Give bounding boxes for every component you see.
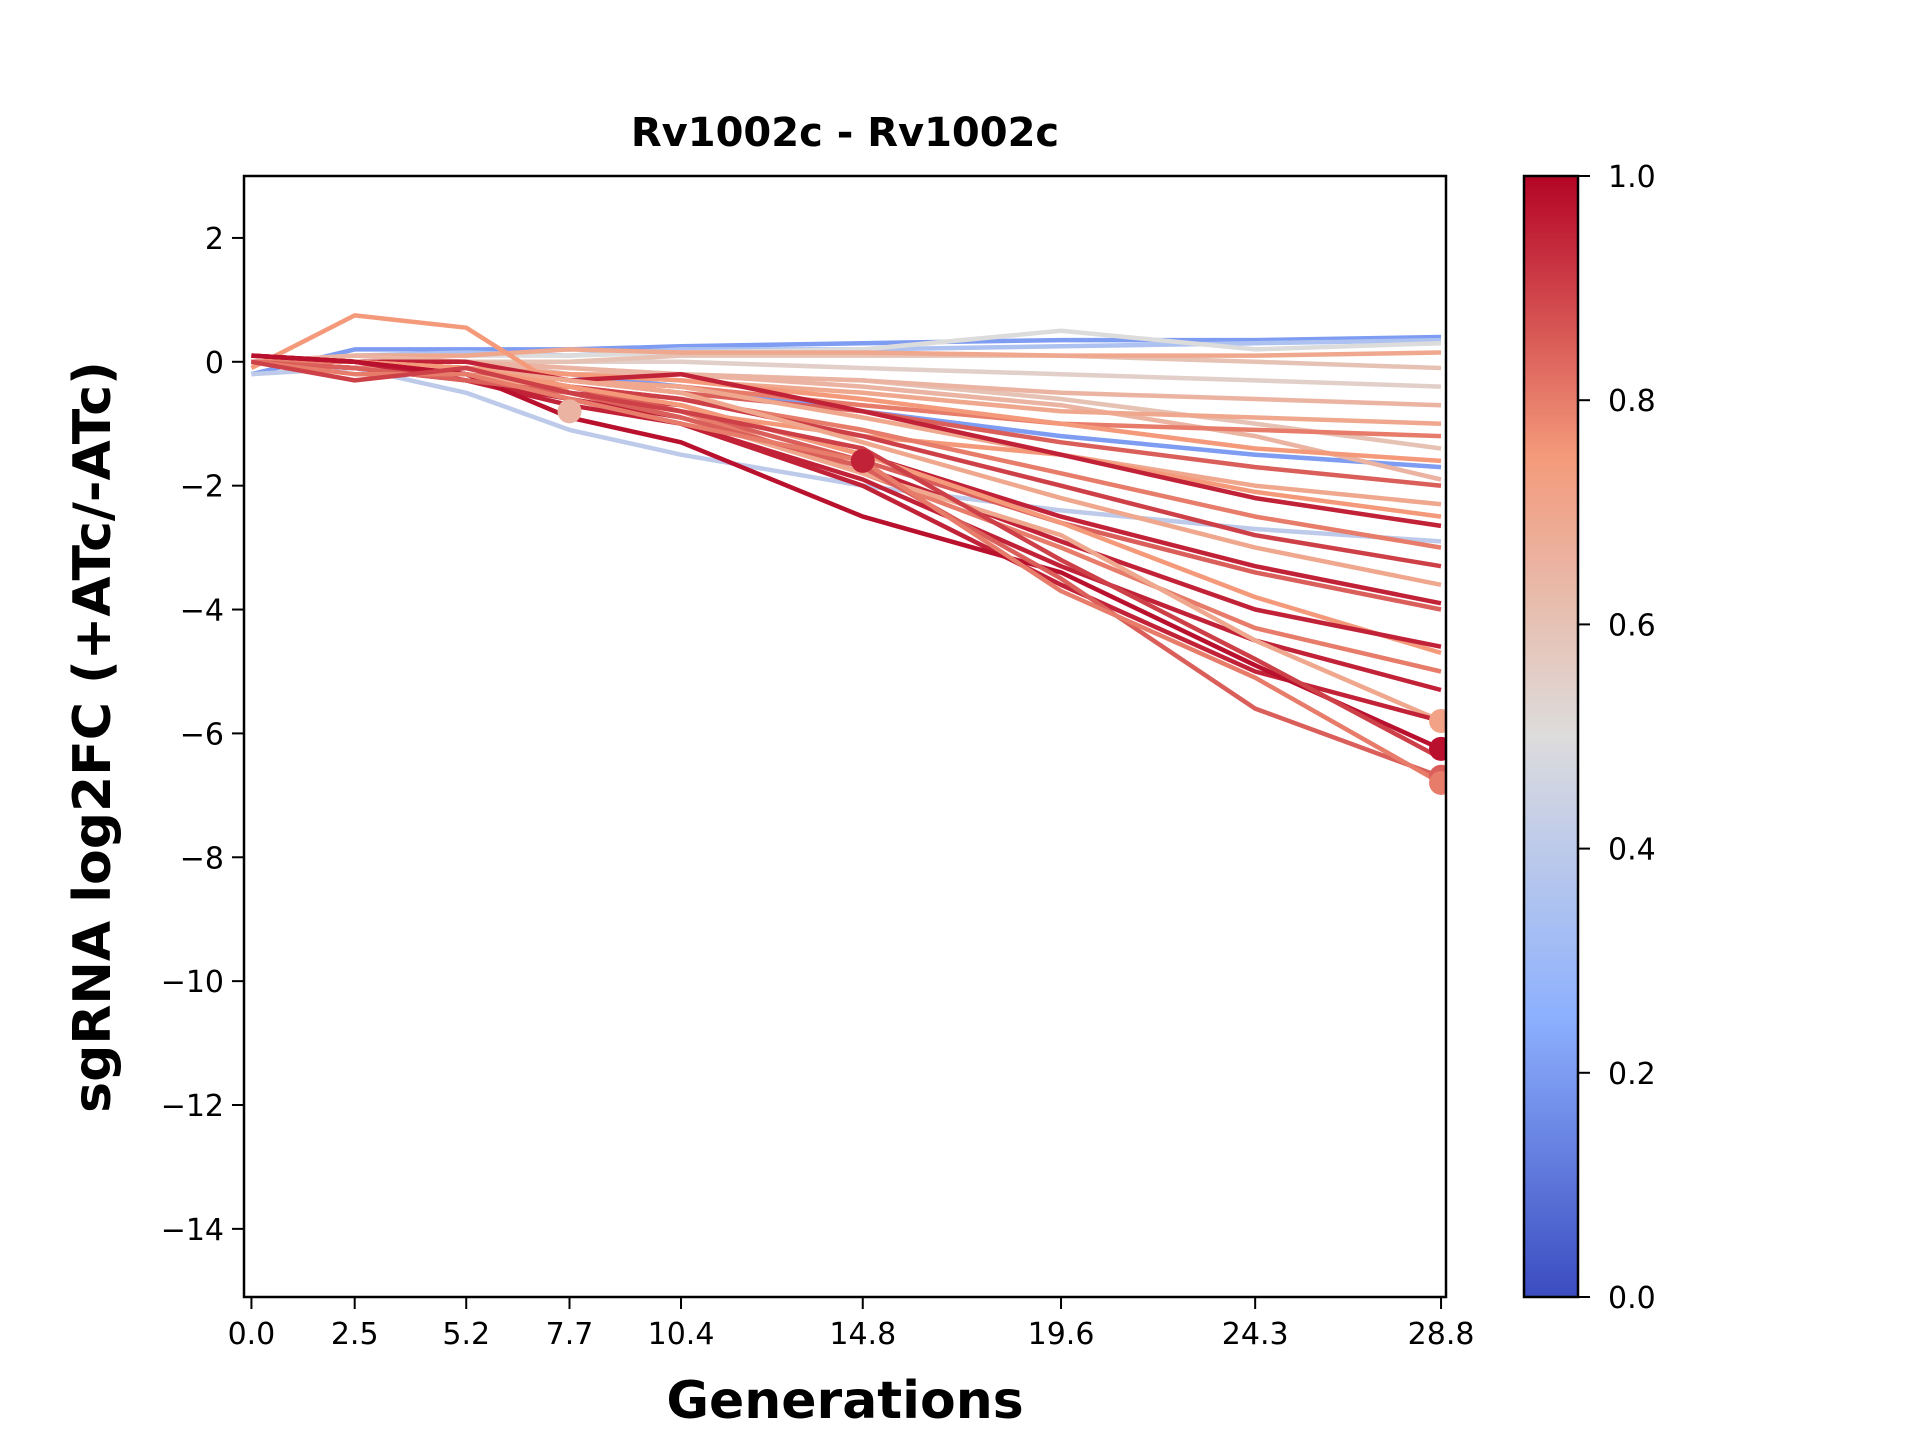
y-axis-ticks: 2 0 −2 −4 −6 −8 −10 −12 −14	[161, 222, 244, 1248]
data-marker-0	[557, 399, 582, 424]
x-axis-label: Generations	[666, 1371, 1023, 1431]
data-marker-5	[1429, 770, 1446, 795]
colorbar-ticks: 0.0 0.2 0.4 0.6 0.8 1.0	[1578, 160, 1656, 1316]
series-lines	[250, 313, 1443, 785]
series-line-0	[250, 334, 1442, 377]
y-tick-label: −6	[180, 717, 224, 752]
x-tick-label: 10.4	[648, 1317, 715, 1352]
y-axis-label: sgRNA log2FC (+ATc/-ATc)	[63, 361, 123, 1113]
x-tick-label: 0.0	[228, 1317, 276, 1352]
x-tick-label: 2.5	[331, 1317, 379, 1352]
x-axis-ticks: 0.0 2.5 5.2 7.7 10.4 14.8 19.6 24.3 28.8	[228, 1297, 1475, 1352]
colorbar-tick-label: 0.0	[1608, 1281, 1656, 1316]
colorbar-tick-label: 0.4	[1608, 833, 1656, 868]
x-tick-label: 7.7	[546, 1317, 594, 1352]
x-tick-label: 19.6	[1028, 1317, 1095, 1352]
y-tick-label: 0	[205, 346, 224, 381]
colorbar-tick-label: 0.2	[1608, 1057, 1656, 1092]
y-tick-label: −2	[180, 470, 224, 505]
colorbar	[1522, 174, 1580, 1299]
y-tick-label: −10	[161, 965, 224, 1000]
series-line-32	[251, 359, 1443, 761]
data-marker-3	[1429, 736, 1446, 761]
y-tick-label: −12	[161, 1089, 224, 1124]
x-tick-label: 28.8	[1408, 1317, 1475, 1352]
colorbar-tick-label: 0.6	[1608, 608, 1656, 643]
plot-frame	[242, 174, 1448, 1299]
chart-title: Rv1002c - Rv1002c	[631, 110, 1059, 156]
y-tick-label: −8	[180, 841, 224, 876]
series-line-29	[251, 353, 1442, 751]
x-tick-label: 14.8	[829, 1317, 896, 1352]
y-tick-label: −4	[180, 594, 224, 629]
series-markers	[557, 399, 1446, 795]
y-tick-label: 2	[205, 222, 224, 257]
x-tick-label: 5.2	[442, 1317, 490, 1352]
y-tick-label: −14	[161, 1213, 224, 1248]
data-marker-2	[1429, 709, 1446, 734]
colorbar-tick-label: 0.8	[1608, 384, 1656, 419]
x-tick-label: 24.3	[1222, 1317, 1289, 1352]
colorbar-tick-label: 1.0	[1608, 160, 1656, 195]
data-marker-1	[850, 448, 875, 473]
